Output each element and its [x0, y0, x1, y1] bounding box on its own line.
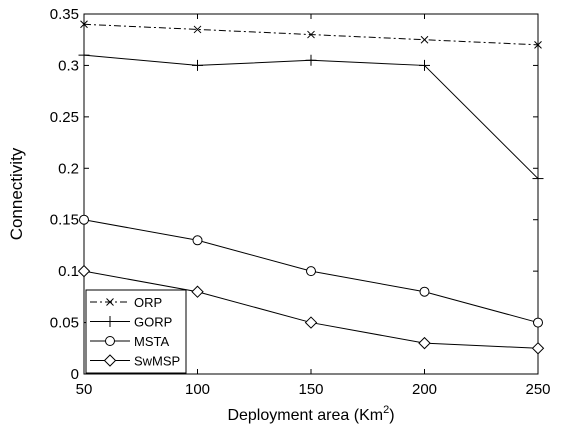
- legend-label: GORP: [134, 315, 172, 330]
- y-axis-label: Connectivity: [7, 147, 26, 240]
- legend-marker: [105, 336, 115, 346]
- y-tick-label: 0.35: [50, 6, 79, 23]
- data-point-msta: [306, 266, 316, 277]
- y-tick-label: 0.05: [50, 315, 79, 332]
- data-point-gorp: [78, 49, 90, 61]
- y-tick-label: 0.1: [58, 263, 79, 280]
- x-tick-label: 100: [185, 381, 210, 398]
- y-tick-label: 0: [71, 366, 79, 383]
- legend-marker: [106, 298, 114, 306]
- legend: ORP GORP MSTA SwMSP: [85, 289, 187, 374]
- legend-item-orp: ORP: [90, 295, 162, 310]
- legend-label: ORP: [134, 295, 162, 310]
- data-point-orp: [420, 35, 429, 44]
- data-point-orp: [534, 41, 542, 49]
- data-point-gorp: [192, 59, 203, 71]
- x-axis-label-superscript: 2: [383, 404, 389, 416]
- data-point-msta: [419, 286, 430, 297]
- data-point-swmsp: [418, 336, 431, 350]
- legend-label: MSTA: [134, 334, 169, 349]
- x-axis-label-main: Deployment area (Km: [227, 407, 383, 424]
- data-point-msta: [533, 317, 543, 328]
- y-tick-label: 0.3: [58, 57, 79, 74]
- x-tick-label: 150: [298, 381, 323, 398]
- data-point-orp: [193, 25, 202, 34]
- data-point-swmsp: [77, 264, 91, 278]
- x-tick-label: 200: [412, 381, 437, 398]
- data-point-gorp: [305, 54, 317, 66]
- data-point-gorp: [532, 173, 544, 185]
- series-msta: [79, 214, 543, 328]
- legend-label: SwMSP: [134, 354, 180, 369]
- x-axis-label: Deployment area (Km2): [227, 404, 394, 424]
- data-point-msta: [79, 214, 89, 225]
- data-point-gorp: [419, 59, 430, 71]
- data-point-msta: [192, 235, 203, 246]
- data-point-swmsp: [531, 342, 545, 355]
- y-tick-label: 0.25: [50, 109, 79, 126]
- legend-item-msta: MSTA: [90, 334, 169, 349]
- x-tick-label: 250: [525, 381, 550, 398]
- data-point-swmsp: [304, 316, 318, 329]
- y-tick-label: 0.15: [50, 212, 79, 229]
- series-layer: [77, 20, 545, 355]
- legend-marker: [104, 316, 116, 327]
- data-point-swmsp: [191, 285, 204, 298]
- series-orp: [80, 20, 542, 49]
- y-tick-label: 0.2: [58, 160, 79, 177]
- series-swmsp: [77, 264, 545, 355]
- legend-box: [85, 289, 187, 374]
- legend-item-swmsp: SwMSP: [90, 354, 180, 369]
- series-gorp: [78, 49, 544, 185]
- x-axis-label-close: ): [389, 407, 394, 424]
- legend-marker: [103, 354, 117, 367]
- x-tick-label: 50: [76, 381, 93, 398]
- data-point-orp: [80, 20, 88, 29]
- legend-item-gorp: GORP: [90, 315, 172, 330]
- axis-ticks: 50 100 150 200 250 0 0.05 0.1 0.15 0.2 0.25 0.3 0.35: [50, 6, 551, 398]
- data-point-orp: [307, 30, 315, 39]
